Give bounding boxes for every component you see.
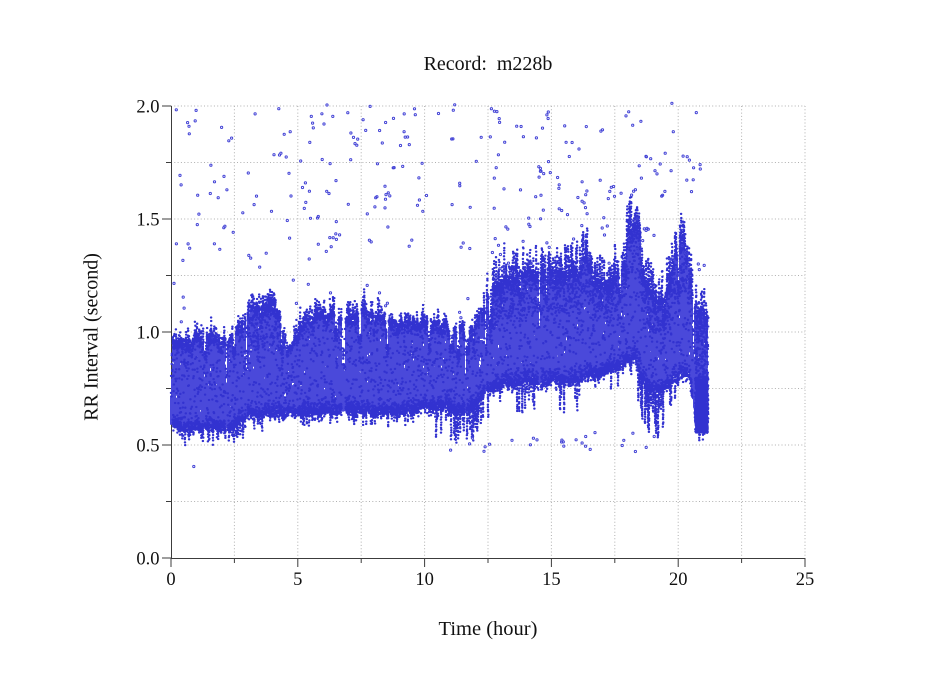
svg-text:20: 20 (669, 570, 688, 590)
svg-text:0: 0 (166, 570, 175, 590)
svg-text:1.0: 1.0 (136, 324, 159, 344)
svg-text:Record: m228b: Record: m228b (424, 53, 553, 75)
svg-text:25: 25 (796, 570, 815, 590)
svg-text:10: 10 (415, 570, 434, 590)
svg-text:15: 15 (542, 570, 561, 590)
svg-text:0.5: 0.5 (136, 437, 159, 457)
svg-text:5: 5 (293, 570, 302, 590)
svg-text:RR Interval (second): RR Interval (second) (81, 253, 103, 421)
svg-text:2.0: 2.0 (136, 98, 159, 118)
svg-text:1.5: 1.5 (136, 211, 159, 231)
svg-text:0.0: 0.0 (136, 550, 159, 570)
svg-text:Time (hour): Time (hour) (439, 618, 538, 640)
